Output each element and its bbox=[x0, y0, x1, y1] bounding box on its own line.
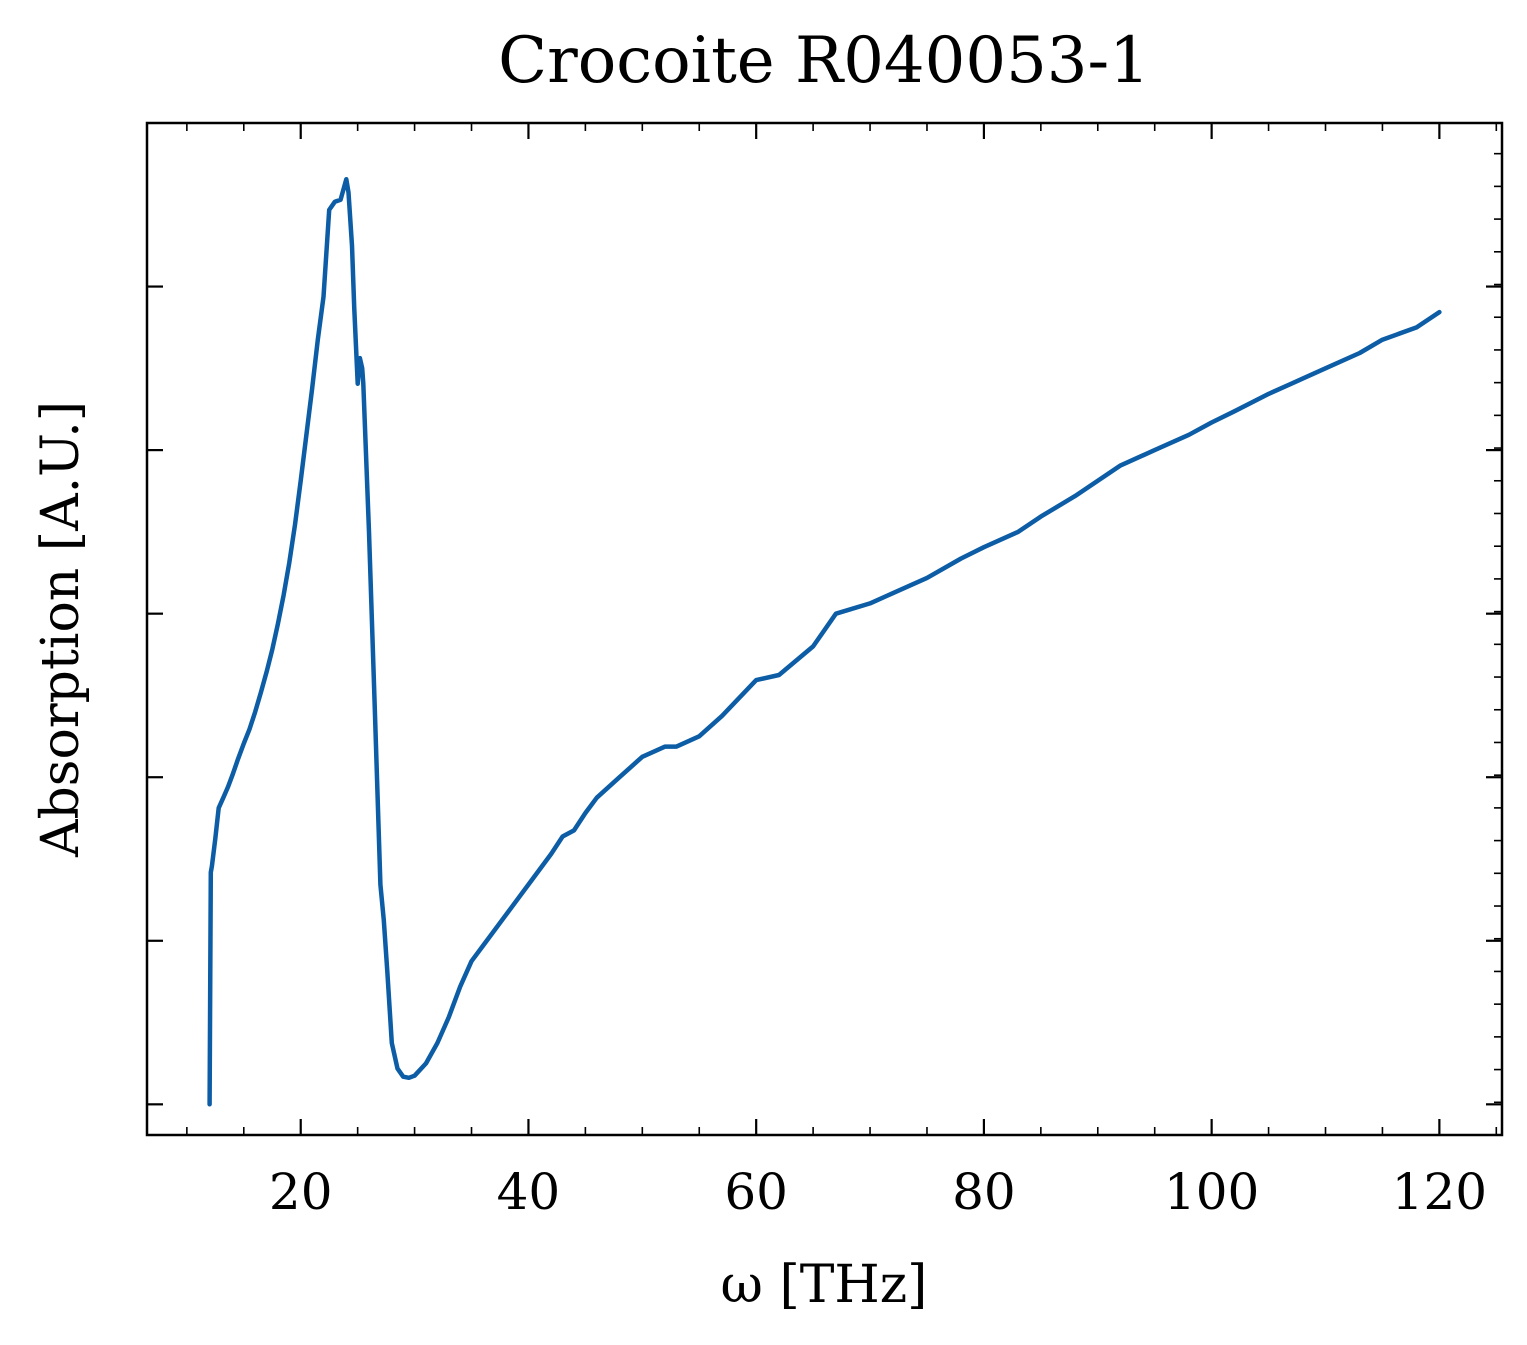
chart-title: Crocoite R040053-1 bbox=[498, 24, 1150, 98]
x-tick-label: 100 bbox=[1164, 1163, 1259, 1221]
series-group bbox=[207, 176, 1442, 1107]
x-tick-label: 60 bbox=[724, 1163, 788, 1221]
y-axis-label: Absorption [A.U.] bbox=[31, 401, 91, 858]
major-ticks bbox=[147, 123, 1502, 1135]
x-tick-labels: 20 40 60 80 100 120 bbox=[269, 1163, 1487, 1221]
x-tick-label: 20 bbox=[269, 1163, 333, 1221]
absorption-series-line bbox=[207, 176, 1442, 1107]
x-tick-label: 80 bbox=[952, 1163, 1016, 1221]
x-tick-label: 40 bbox=[497, 1163, 561, 1221]
plot-frame bbox=[145, 121, 1504, 1137]
x-axis-label: ω [THz] bbox=[721, 1255, 928, 1315]
x-tick-label: 120 bbox=[1392, 1163, 1487, 1221]
minor-ticks bbox=[186, 123, 1502, 1136]
